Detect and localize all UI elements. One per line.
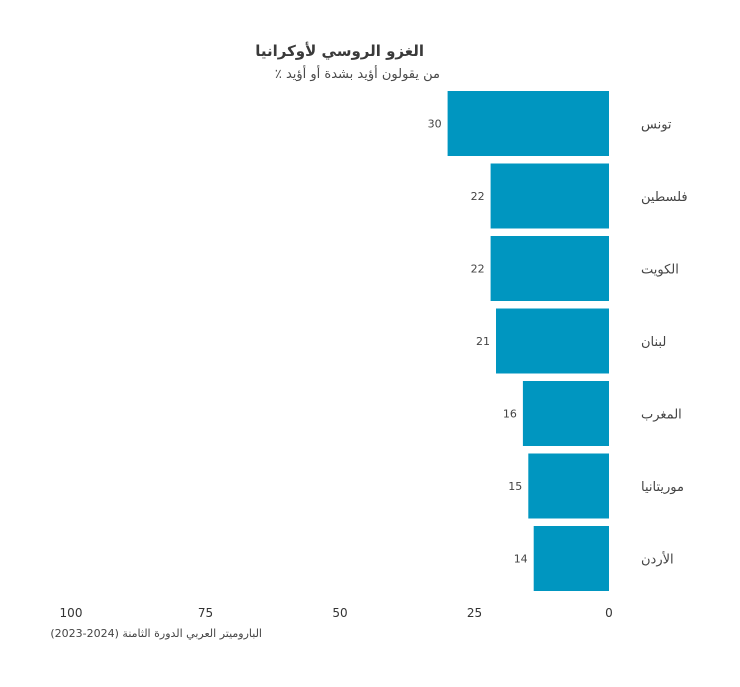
- bar-1: [447, 91, 609, 156]
- x-tick-label-1: 100: [60, 606, 83, 620]
- bar-4: [496, 308, 609, 374]
- data-label-5: 16: [503, 408, 517, 421]
- bars-group: 30 تونس 22 فلسطين 22 الكويت 21 لبنان 16 المغرب 15 م…: [428, 91, 688, 591]
- x-tick-label-2: 75: [198, 606, 213, 620]
- chart-subtitle: ٪ من يقولون أؤيد بشدة أو أؤيد: [275, 65, 440, 82]
- data-label-7: 14: [514, 553, 528, 566]
- data-label-1: 30: [428, 118, 442, 131]
- bar-3: [490, 236, 609, 301]
- chart-title: الغزو الروسي لأوكرانيا: [255, 42, 424, 60]
- bar-6: [528, 453, 609, 519]
- data-label-2: 22: [471, 190, 485, 203]
- bar-7: [533, 526, 609, 591]
- category-label-5: المغرب: [641, 408, 682, 423]
- data-label-3: 22: [471, 263, 485, 276]
- category-label-7: الأردن: [641, 551, 674, 568]
- x-axis: 100 75 50 25 0: [60, 606, 613, 620]
- x-tick-label-5: 0: [605, 606, 613, 620]
- x-tick-label-4: 25: [467, 606, 482, 620]
- bar-2: [490, 163, 609, 229]
- category-label-2: فلسطين: [641, 190, 688, 205]
- category-label-1: تونس: [641, 118, 672, 133]
- category-label-6: موريتانيا: [641, 480, 684, 495]
- bar-5: [522, 381, 609, 446]
- category-label-4: لبنان: [641, 335, 666, 350]
- source-note: الباروميتر العربي الدورة الثامنة (2024-2…: [50, 627, 262, 640]
- data-label-4: 21: [476, 335, 490, 348]
- data-label-6: 15: [508, 480, 522, 493]
- x-tick-label-3: 50: [332, 606, 347, 620]
- category-label-3: الكويت: [641, 263, 679, 278]
